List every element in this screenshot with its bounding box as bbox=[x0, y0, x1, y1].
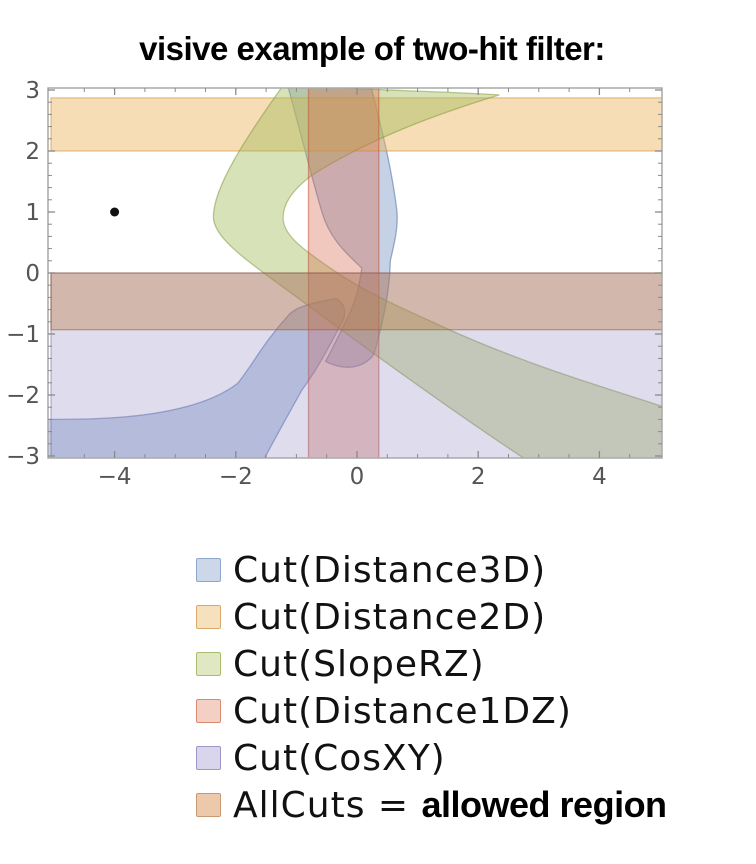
legend-label: Cut(SlopeRZ) bbox=[233, 643, 485, 685]
legend-swatch-icon bbox=[196, 652, 221, 676]
region-allcuts bbox=[50, 272, 662, 331]
legend-item-cut-distance1dz: Cut(Distance1DZ) bbox=[196, 690, 667, 732]
data-point bbox=[110, 207, 120, 217]
legend-swatch-icon bbox=[196, 793, 221, 817]
legend-swatch-icon bbox=[196, 746, 221, 770]
legend-label: Cut(Distance1DZ) bbox=[233, 690, 572, 732]
legend-label: AllCuts = bbox=[233, 784, 422, 826]
y-tick-label: 3 bbox=[25, 78, 40, 104]
y-tick-label: −1 bbox=[6, 322, 40, 348]
region-cut-distance3d bbox=[287, 88, 398, 368]
legend-item-cut-cosxy: Cut(CosXY) bbox=[196, 737, 667, 779]
x-tick-label: 0 bbox=[350, 464, 365, 490]
legend-item-cut-distance3d: Cut(Distance3D) bbox=[196, 549, 667, 591]
legend-swatch-icon bbox=[196, 699, 221, 723]
region-plot: −4 −2 0 2 4 3 2 1 0 −1 −2 −3 bbox=[6, 78, 663, 490]
legend-item-allcuts: AllCuts = allowed region bbox=[196, 784, 668, 826]
region-cut-distance2d bbox=[50, 97, 662, 152]
legend-swatch-icon bbox=[196, 605, 221, 629]
x-tick-label: 4 bbox=[592, 464, 607, 490]
region-cut-distance3d bbox=[48, 297, 346, 458]
y-tick-label: −2 bbox=[6, 383, 40, 409]
legend-label: Cut(CosXY) bbox=[233, 737, 446, 779]
legend: Cut(Distance3D) Cut(Distance2D) Cut(SlopeR… bbox=[196, 549, 668, 826]
x-tick-label: −4 bbox=[98, 464, 132, 490]
legend-label: Cut(Distance2D) bbox=[233, 596, 547, 638]
legend-label: Cut(Distance3D) bbox=[233, 549, 547, 591]
legend-swatch-icon bbox=[196, 558, 221, 582]
y-tick-label: 0 bbox=[25, 261, 40, 287]
y-tick-label: 2 bbox=[25, 139, 40, 165]
x-tick-label: −2 bbox=[219, 464, 253, 490]
y-tick-label: 1 bbox=[25, 200, 40, 226]
legend-item-cut-sloperz: Cut(SlopeRZ) bbox=[196, 643, 667, 685]
plot-title: visive example of two-hit filter: bbox=[139, 30, 605, 67]
y-tick-label: −3 bbox=[6, 444, 40, 470]
x-tick-label: 2 bbox=[471, 464, 486, 490]
legend-item-cut-distance2d: Cut(Distance2D) bbox=[196, 596, 667, 638]
legend-label-suffix: allowed region bbox=[421, 784, 668, 825]
